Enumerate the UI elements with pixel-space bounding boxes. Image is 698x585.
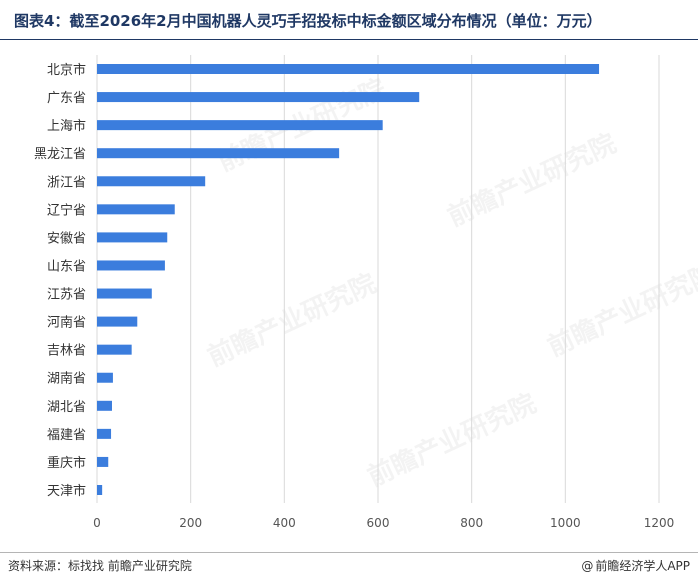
credit-label: @ 前瞻经济学人APP — [581, 557, 690, 574]
bar — [97, 148, 340, 159]
bar — [97, 232, 168, 243]
bar — [97, 64, 600, 74]
category-label: 重庆市 — [47, 455, 86, 471]
bar — [97, 204, 175, 215]
category-label: 天津市 — [47, 483, 86, 499]
bar — [97, 316, 138, 327]
category-label: 浙江省 — [47, 175, 86, 190]
bar-chart: 0 200 400 600 800 1000 1200 北京市广东省上海市黑龙江省浙江省辽宁省… — [34, 55, 675, 530]
bar — [97, 428, 112, 439]
bar — [97, 344, 132, 355]
at-sign-icon: @ — [581, 559, 594, 573]
category-label: 湖南省 — [47, 371, 86, 387]
x-tick-label: 1000 — [550, 516, 581, 530]
bar — [97, 456, 109, 467]
category-label: 江苏省 — [47, 287, 86, 303]
x-tick-label: 800 — [460, 516, 483, 530]
category-label: 山东省 — [47, 259, 86, 274]
bar — [97, 260, 165, 271]
x-tick-label: 1200 — [644, 516, 675, 530]
category-label: 吉林省 — [47, 344, 86, 359]
bar — [97, 176, 206, 187]
footer-divider — [0, 552, 698, 553]
category-label: 上海市 — [47, 118, 86, 134]
x-tick-label: 400 — [273, 516, 296, 530]
category-label: 福建省 — [47, 428, 86, 443]
bar — [97, 92, 420, 103]
category-label: 广东省 — [47, 91, 86, 106]
x-tick-label: 0 — [93, 516, 101, 530]
bar — [97, 400, 112, 411]
bar — [97, 120, 383, 131]
category-label: 辽宁省 — [47, 202, 86, 218]
category-label: 湖北省 — [47, 400, 86, 415]
x-tick-label: 200 — [179, 516, 202, 530]
source-note: 资料来源：标找找 前瞻产业研究院 — [8, 559, 192, 573]
category-label: 北京市 — [47, 62, 86, 78]
bar — [97, 372, 113, 383]
bar — [97, 288, 152, 299]
category-label: 安徽省 — [47, 231, 86, 246]
title-divider — [0, 39, 698, 40]
category-label: 黑龙江省 — [34, 147, 86, 162]
credit-text: 前瞻经济学人APP — [595, 559, 690, 573]
category-label: 河南省 — [47, 315, 86, 331]
chart-title: 图表4：截至2026年2月中国机器人灵巧手招投标中标金额区域分布情况（单位：万元… — [14, 12, 602, 30]
bar — [97, 485, 103, 495]
x-tick-label: 600 — [367, 516, 390, 530]
